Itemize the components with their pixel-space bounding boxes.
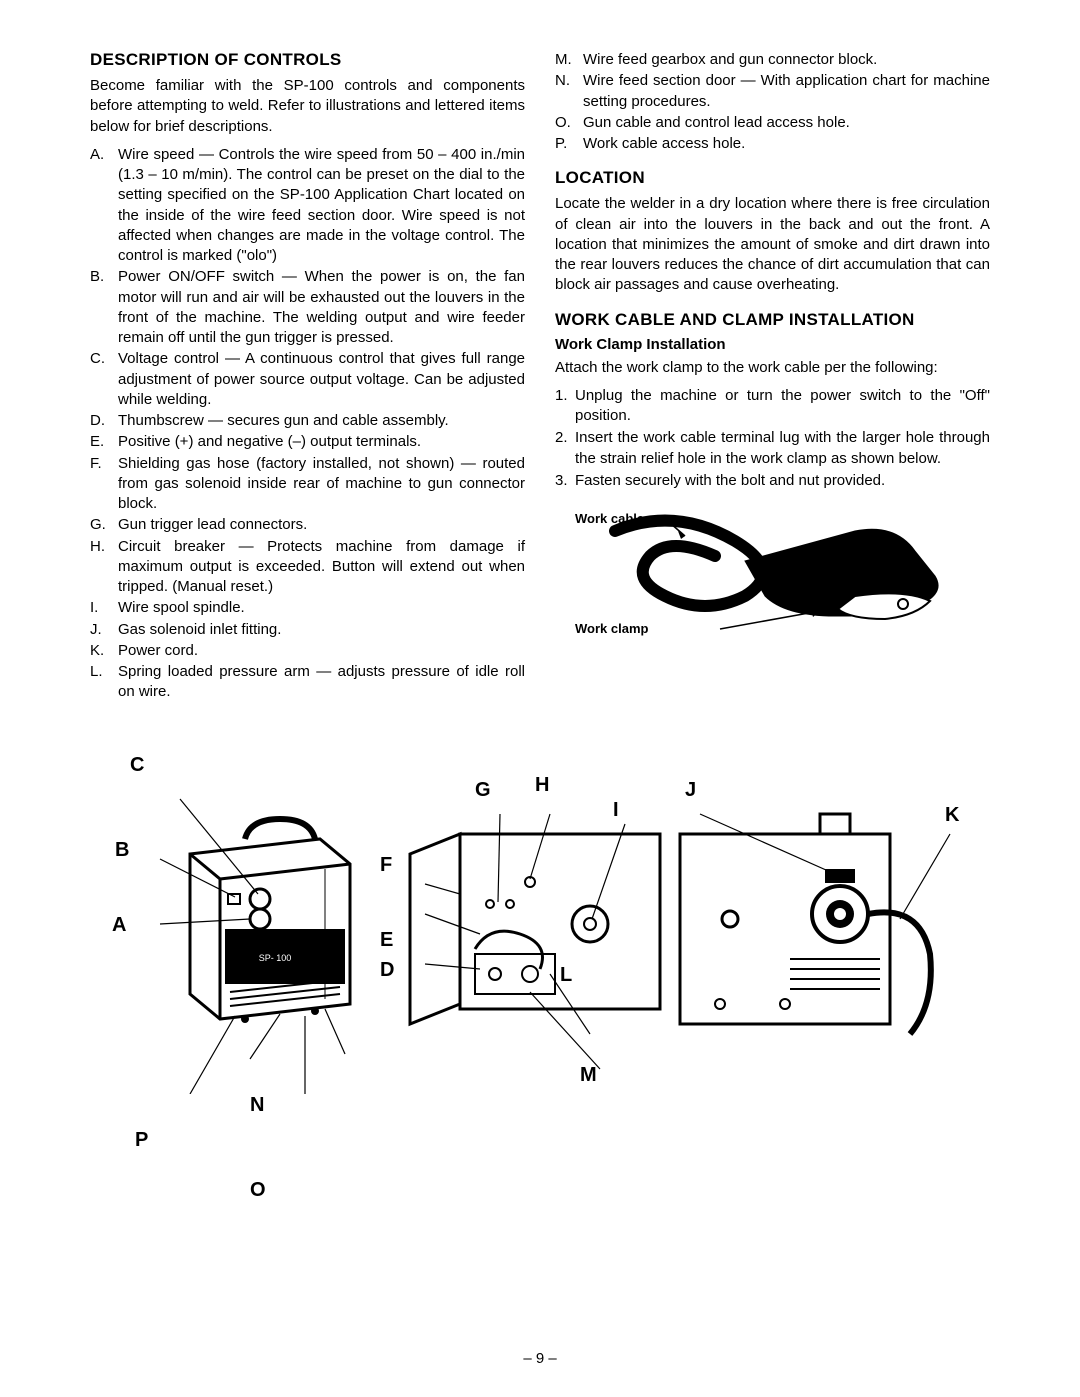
- heading-description-controls: DESCRIPTION OF CONTROLS: [90, 50, 525, 70]
- item-text: Gun cable and control lead access hole.: [583, 113, 990, 133]
- list-item: K.Power cord.: [90, 641, 525, 661]
- list-item: H.Circuit breaker — Protects machine fro…: [90, 537, 525, 598]
- main-controls-diagram: SP- 100: [90, 734, 990, 1214]
- rear-view-svg: [670, 804, 960, 1054]
- location-text: Locate the welder in a dry location wher…: [555, 194, 990, 295]
- step-number: 3.: [555, 471, 575, 491]
- list-item: I.Wire spool spindle.: [90, 598, 525, 618]
- front-view-svg: SP- 100: [150, 794, 370, 1094]
- item-text: Wire speed — Controls the wire speed fro…: [118, 145, 525, 267]
- item-text: Work cable access hole.: [583, 134, 990, 154]
- step-text: Fasten securely with the bolt and nut pr…: [575, 471, 990, 491]
- list-item: O.Gun cable and control lead access hole…: [555, 113, 990, 133]
- item-text: Positive (+) and negative (–) output ter…: [118, 432, 525, 452]
- step-text: Insert the work cable terminal lug with …: [575, 428, 990, 469]
- label-F: F: [380, 854, 392, 877]
- item-text: Circuit breaker — Protects machine from …: [118, 537, 525, 598]
- list-item: D.Thumbscrew — secures gun and cable ass…: [90, 411, 525, 431]
- item-letter: E.: [90, 432, 118, 452]
- lettered-list-left: A.Wire speed — Controls the wire speed f…: [90, 145, 525, 703]
- step-number: 1.: [555, 386, 575, 427]
- item-letter: K.: [90, 641, 118, 661]
- left-column: DESCRIPTION OF CONTROLS Become familiar …: [90, 50, 525, 704]
- label-N: N: [250, 1094, 264, 1117]
- list-item: J.Gas solenoid inlet fitting.: [90, 620, 525, 640]
- item-text: Thumbscrew — secures gun and cable assem…: [118, 411, 525, 431]
- right-column: M.Wire feed gearbox and gun connector bl…: [555, 50, 990, 704]
- list-item: L.Spring loaded pressure arm — adjusts p…: [90, 662, 525, 703]
- page-number: – 9 –: [0, 1350, 1080, 1367]
- item-text: Power cord.: [118, 641, 525, 661]
- inside-view-svg: [390, 804, 670, 1084]
- item-letter: M.: [555, 50, 583, 70]
- item-text: Power ON/OFF switch — When the power is …: [118, 267, 525, 348]
- item-text: Gun trigger lead connectors.: [118, 515, 525, 535]
- label-O: O: [250, 1179, 266, 1202]
- item-letter: A.: [90, 145, 118, 267]
- list-item: P.Work cable access hole.: [555, 134, 990, 154]
- item-text: Gas solenoid inlet fitting.: [118, 620, 525, 640]
- label-H: H: [535, 774, 549, 797]
- work-clamp-diagram: Work cable Work clamp: [555, 501, 990, 641]
- list-item: M.Wire feed gearbox and gun connector bl…: [555, 50, 990, 70]
- label-K: K: [945, 804, 959, 827]
- item-text: Wire feed gearbox and gun connector bloc…: [583, 50, 990, 70]
- item-letter: H.: [90, 537, 118, 598]
- item-letter: L.: [90, 662, 118, 703]
- item-text: Wire spool spindle.: [118, 598, 525, 618]
- list-item: G.Gun trigger lead connectors.: [90, 515, 525, 535]
- list-item: N.Wire feed section door — With applicat…: [555, 71, 990, 112]
- item-letter: D.: [90, 411, 118, 431]
- list-item: C.Voltage control — A continuous control…: [90, 349, 525, 410]
- step-item: 3.Fasten securely with the bolt and nut …: [555, 471, 990, 491]
- item-letter: I.: [90, 598, 118, 618]
- label-I: I: [613, 799, 619, 822]
- item-letter: C.: [90, 349, 118, 410]
- list-item: B.Power ON/OFF switch — When the power i…: [90, 267, 525, 348]
- label-M: M: [580, 1064, 597, 1087]
- label-C: C: [130, 754, 144, 777]
- item-letter: B.: [90, 267, 118, 348]
- step-number: 2.: [555, 428, 575, 469]
- list-item: E.Positive (+) and negative (–) output t…: [90, 432, 525, 452]
- list-item: F.Shielding gas hose (factory installed,…: [90, 454, 525, 515]
- step-item: 2.Insert the work cable terminal lug wit…: [555, 428, 990, 469]
- item-text: Spring loaded pressure arm — adjusts pre…: [118, 662, 525, 703]
- heading-location: LOCATION: [555, 168, 990, 188]
- heading-work-cable: WORK CABLE AND CLAMP INSTALLATION: [555, 310, 990, 330]
- lettered-list-right: M.Wire feed gearbox and gun connector bl…: [555, 50, 990, 154]
- label-B: B: [115, 839, 129, 862]
- list-item: A.Wire speed — Controls the wire speed f…: [90, 145, 525, 267]
- numbered-steps: 1.Unplug the machine or turn the power s…: [555, 386, 990, 491]
- label-P: P: [135, 1129, 148, 1152]
- item-letter: P.: [555, 134, 583, 154]
- item-text: Shielding gas hose (factory installed, n…: [118, 454, 525, 515]
- label-work-cable: Work cable: [575, 511, 644, 526]
- label-A: A: [112, 914, 126, 937]
- label-J: J: [685, 779, 696, 802]
- item-letter: O.: [555, 113, 583, 133]
- item-letter: F.: [90, 454, 118, 515]
- item-letter: J.: [90, 620, 118, 640]
- label-G: G: [475, 779, 491, 802]
- item-text: Voltage control — A continuous control t…: [118, 349, 525, 410]
- label-D: D: [380, 959, 394, 982]
- svg-text:SP- 100: SP- 100: [259, 953, 292, 963]
- intro-paragraph: Become familiar with the SP-100 controls…: [90, 76, 525, 137]
- step-item: 1.Unplug the machine or turn the power s…: [555, 386, 990, 427]
- step-text: Unplug the machine or turn the power swi…: [575, 386, 990, 427]
- item-text: Wire feed section door — With applicatio…: [583, 71, 990, 112]
- item-letter: G.: [90, 515, 118, 535]
- item-letter: N.: [555, 71, 583, 112]
- label-L: L: [560, 964, 572, 987]
- label-E: E: [380, 929, 393, 952]
- label-work-clamp: Work clamp: [575, 621, 648, 636]
- subheading-work-clamp: Work Clamp Installation: [555, 336, 990, 353]
- clamp-intro: Attach the work clamp to the work cable …: [555, 358, 990, 378]
